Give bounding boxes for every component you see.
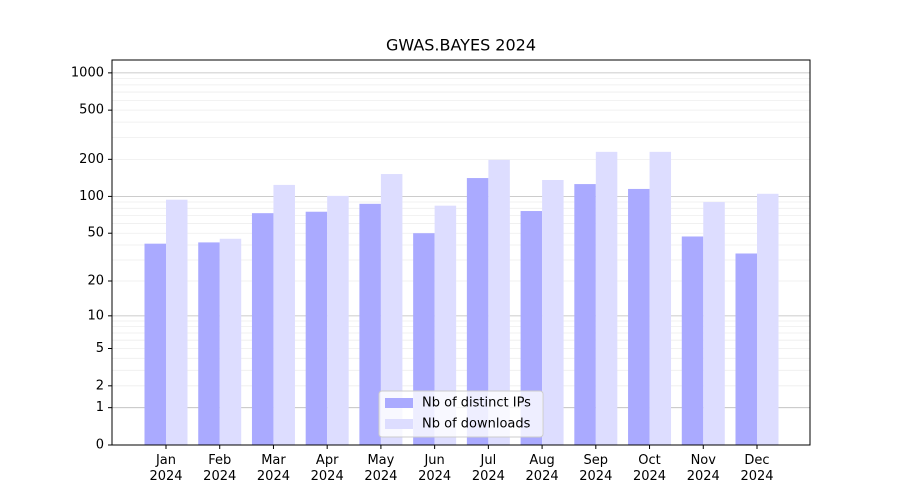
y-tick-label: 20: [87, 274, 104, 289]
legend-label: Nb of distinct IPs: [422, 396, 531, 411]
x-tick-label: Aug 2024: [525, 453, 559, 484]
bar: [574, 184, 596, 446]
bar: [628, 188, 650, 445]
bar: [305, 211, 328, 445]
x-tick-label: May 2024: [364, 453, 398, 484]
x-tick-label: Jun 2024: [418, 453, 452, 484]
bar: [434, 205, 457, 445]
legend-swatch: [385, 419, 413, 429]
bar: [488, 159, 510, 445]
legend-box: [378, 390, 544, 438]
y-tick-label: 10: [87, 308, 104, 323]
bar: [466, 178, 489, 446]
plot-frame: [111, 59, 811, 446]
bar: [251, 213, 274, 445]
y-tick-label: 200: [79, 152, 104, 167]
bar: [380, 174, 403, 445]
x-tick-label: Oct 2024: [632, 453, 667, 484]
bar: [273, 184, 295, 445]
x-tick-label: Apr 2024: [310, 453, 344, 484]
bar: [219, 238, 242, 445]
bar: [166, 199, 188, 445]
y-tick-label: 2: [96, 378, 104, 393]
chart-title: GWAS.BAYES 2024: [386, 36, 536, 55]
x-tick-label: Jan 2024: [149, 453, 183, 484]
bar: [359, 203, 381, 445]
bar: [757, 193, 779, 445]
bar: [595, 151, 618, 445]
x-tick-label: Dec 2024: [740, 453, 774, 484]
bar: [681, 236, 704, 445]
x-tick-label: Mar 2024: [256, 453, 290, 484]
y-tick-label: 0: [96, 438, 104, 453]
bar: [542, 179, 564, 445]
legend-label: Nb of downloads: [422, 417, 531, 432]
y-tick-label: 100: [79, 189, 104, 204]
x-tick-label: Jul 2024: [471, 453, 505, 484]
x-tick-label: Nov 2024: [686, 453, 720, 484]
bar: [703, 202, 725, 445]
bar: [520, 211, 543, 445]
y-tick-label: 500: [79, 103, 104, 118]
bar: [144, 243, 166, 445]
bar: [198, 242, 220, 445]
y-tick-label: 1: [96, 400, 104, 415]
x-tick-label: Sep 2024: [579, 453, 613, 484]
bar: [327, 195, 349, 445]
bar: [649, 151, 672, 445]
y-tick-label: 1000: [71, 65, 104, 80]
bar: [735, 253, 757, 445]
y-tick-label: 5: [96, 341, 104, 356]
legend: Nb of distinct IPs Nb of downloads: [378, 390, 544, 438]
x-tick-label: Feb 2024: [203, 453, 237, 484]
legend-swatch: [385, 398, 413, 408]
y-tick-label: 50: [87, 226, 104, 241]
